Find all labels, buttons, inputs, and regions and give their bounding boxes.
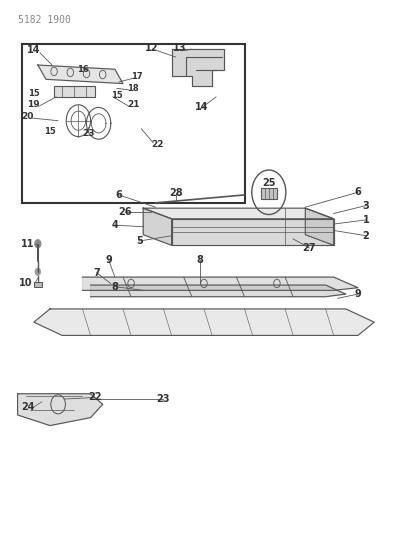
Text: 13: 13 (173, 43, 186, 53)
Text: 15: 15 (28, 89, 40, 98)
Polygon shape (143, 208, 172, 245)
Text: 2: 2 (363, 231, 370, 241)
Text: 8: 8 (197, 255, 203, 265)
Polygon shape (18, 394, 103, 425)
Text: 11: 11 (21, 239, 35, 249)
Text: 12: 12 (144, 43, 158, 53)
Text: 27: 27 (303, 243, 316, 253)
Text: 15: 15 (111, 91, 123, 100)
Text: 4: 4 (111, 220, 118, 230)
Text: 28: 28 (169, 188, 182, 198)
Text: 23: 23 (82, 130, 95, 139)
Polygon shape (91, 285, 346, 297)
Text: 9: 9 (105, 255, 112, 265)
Text: 21: 21 (127, 100, 140, 109)
Bar (34, 282, 42, 287)
Text: 20: 20 (22, 112, 34, 122)
Polygon shape (172, 49, 224, 86)
Circle shape (35, 268, 41, 276)
Text: 25: 25 (262, 177, 275, 188)
Text: 1: 1 (363, 215, 370, 225)
Polygon shape (143, 208, 334, 219)
Text: 6: 6 (115, 190, 122, 200)
Text: 8: 8 (111, 281, 118, 292)
Text: 10: 10 (19, 278, 33, 288)
Text: 26: 26 (118, 207, 132, 217)
Text: 3: 3 (363, 200, 370, 211)
Text: 7: 7 (93, 268, 100, 278)
Text: 22: 22 (151, 140, 164, 149)
Text: 6: 6 (355, 187, 361, 197)
Text: 14: 14 (27, 45, 40, 55)
Text: 24: 24 (21, 402, 35, 412)
Polygon shape (34, 309, 374, 335)
Bar (54, 86, 95, 97)
Text: 9: 9 (355, 289, 361, 299)
Text: 5: 5 (136, 236, 142, 246)
Text: 19: 19 (27, 100, 40, 109)
Polygon shape (305, 208, 334, 245)
Polygon shape (172, 219, 334, 245)
Text: 17: 17 (131, 72, 143, 81)
Polygon shape (261, 188, 277, 199)
Polygon shape (82, 277, 358, 290)
Text: 14: 14 (195, 102, 209, 112)
Text: 15: 15 (44, 127, 56, 136)
Bar (22, 44, 244, 203)
Text: 18: 18 (127, 84, 139, 93)
Circle shape (35, 239, 41, 248)
Text: 5182 1900: 5182 1900 (18, 14, 71, 25)
Polygon shape (38, 65, 123, 84)
Text: 16: 16 (77, 64, 88, 74)
Text: 22: 22 (88, 392, 101, 402)
Text: 23: 23 (157, 394, 170, 404)
